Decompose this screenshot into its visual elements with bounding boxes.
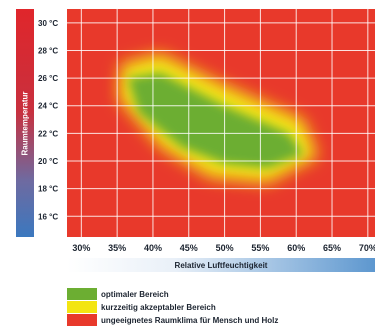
legend-swatch-red [67,314,97,326]
x-tick-label: 40% [144,243,162,253]
y-axis-label-bar [16,9,34,237]
x-tick-label: 35% [108,243,126,253]
x-tick-label: 60% [287,243,305,253]
legend-swatch-yellow [67,301,97,313]
y-tick-label: 18 °C [38,185,58,194]
legend-label: kurzzeitig akzeptabler Bereich [101,302,216,312]
y-tick-label: 28 °C [38,46,58,55]
x-tick-label: 30% [72,243,90,253]
legend-label: ungeeignetes Raumklima für Mensch und Ho… [101,315,279,325]
legend-item-acceptable: kurzzeitig akzeptabler Bereich [67,301,278,313]
x-axis-label: Relative Luftfeuchtigkeit [174,260,268,270]
legend-item-optimal: optimaler Bereich [67,288,278,300]
y-tick-label: 16 °C [38,212,58,221]
zone-optimal [127,72,304,168]
y-tick-label: 22 °C [38,129,58,138]
legend-label: optimaler Bereich [101,289,169,299]
legend: optimaler Bereich kurzzeitig akzeptabler… [67,288,278,327]
x-tick-label: 45% [180,243,198,253]
y-tick-label: 30 °C [38,19,58,28]
legend-item-unsuitable: ungeeignetes Raumklima für Mensch und Ho… [67,314,278,326]
x-tick-label: 55% [251,243,269,253]
x-tick-label: 65% [323,243,341,253]
x-tick-label: 50% [216,243,234,253]
x-tick-label: 70% [359,243,375,253]
x-axis-label-bar [67,258,375,272]
y-tick-label: 26 °C [38,74,58,83]
y-tick-label: 20 °C [38,157,58,166]
y-tick-label: 24 °C [38,102,58,111]
legend-swatch-green [67,288,97,300]
